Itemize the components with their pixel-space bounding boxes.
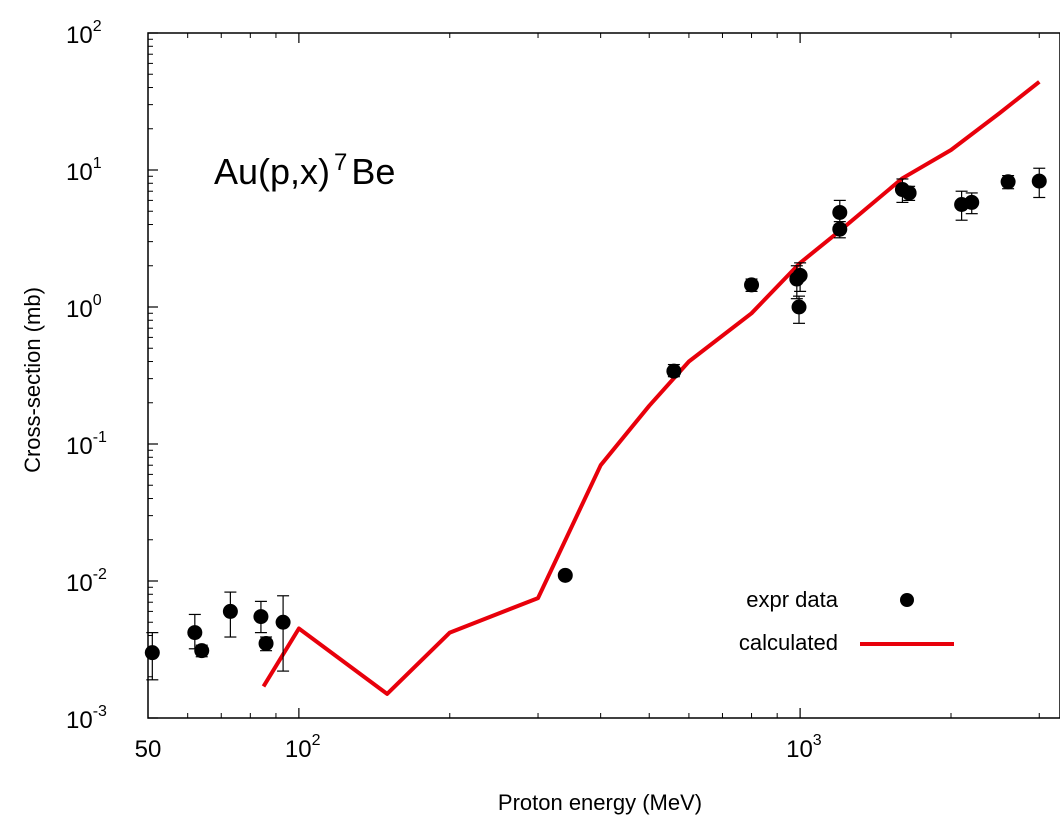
y-tick-label: 100 xyxy=(66,292,102,323)
tick-labels: 10-3 10-2 10-1 100 101 102 50 102 103 xyxy=(66,18,822,763)
data-marker xyxy=(253,609,269,625)
x-axis-title: Proton energy (MeV) xyxy=(498,790,702,815)
data-point xyxy=(744,277,760,293)
data-point xyxy=(901,185,917,201)
y-axis-title: Cross-section (mb) xyxy=(20,287,45,473)
y-tick-label: 101 xyxy=(66,155,102,186)
y-tick-label: 10-3 xyxy=(66,703,107,734)
data-point xyxy=(791,295,807,324)
data-point xyxy=(194,643,210,659)
y-tick-label: 102 xyxy=(66,18,102,49)
data-marker xyxy=(144,645,160,661)
data-marker xyxy=(275,614,291,630)
axes xyxy=(147,32,1060,719)
data-point xyxy=(253,600,269,634)
data-point xyxy=(144,632,160,681)
data-point xyxy=(792,262,808,292)
data-marker xyxy=(792,267,808,283)
data-point xyxy=(1031,167,1047,199)
data-marker xyxy=(194,643,210,659)
legend-label-expr-data: expr data xyxy=(746,587,838,612)
data-marker xyxy=(964,194,980,210)
y-tick-label: 10-1 xyxy=(66,429,107,460)
data-point xyxy=(1000,174,1016,190)
data-point xyxy=(666,363,682,379)
calculated-curve-group xyxy=(261,80,1041,696)
data-points-group xyxy=(144,167,1047,681)
data-marker xyxy=(1031,173,1047,189)
data-marker xyxy=(1000,174,1016,190)
x-tick-label: 103 xyxy=(786,732,822,763)
data-marker xyxy=(557,567,573,583)
data-marker xyxy=(744,277,760,293)
calculated-line xyxy=(261,80,1041,696)
legend: expr data calculated xyxy=(739,587,954,655)
data-marker xyxy=(832,204,848,220)
data-marker xyxy=(901,185,917,201)
data-marker xyxy=(791,299,807,315)
data-marker xyxy=(222,603,238,619)
data-point xyxy=(275,595,291,672)
reaction-annotation: Au(p,x) 7 Be xyxy=(214,149,395,192)
data-marker xyxy=(187,625,203,641)
x-tick-label: 50 xyxy=(135,736,162,763)
data-point xyxy=(964,192,980,215)
data-marker xyxy=(258,635,274,651)
data-point xyxy=(557,567,573,583)
legend-marker-expr-data xyxy=(900,593,914,607)
x-tick-label: 102 xyxy=(285,732,321,763)
plot-frame xyxy=(147,32,1060,719)
data-point xyxy=(222,591,238,638)
y-tick-label: 10-2 xyxy=(66,566,107,597)
data-point xyxy=(832,221,848,239)
data-marker xyxy=(832,221,848,237)
data-marker xyxy=(666,363,682,379)
data-point xyxy=(258,635,274,652)
legend-label-calculated: calculated xyxy=(739,630,838,655)
data-point xyxy=(832,199,848,226)
